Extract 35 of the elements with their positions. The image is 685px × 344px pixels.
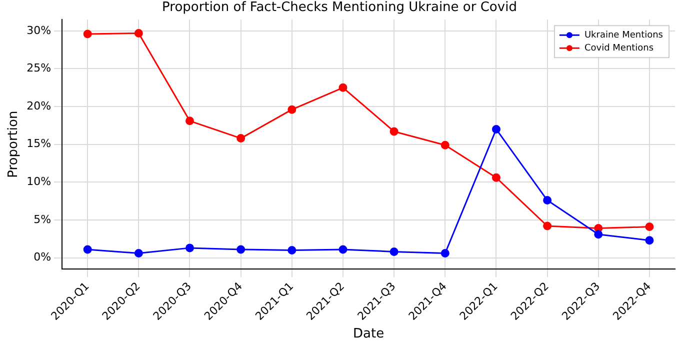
point <box>83 245 92 254</box>
point <box>134 28 143 38</box>
point <box>288 105 296 114</box>
point <box>236 245 246 254</box>
point <box>492 173 500 182</box>
y-tick-label: 30% <box>26 24 52 37</box>
point <box>440 248 450 258</box>
y-tick-label: 0% <box>34 250 52 264</box>
y-axis-title: Proportion <box>6 110 22 178</box>
point <box>645 222 654 232</box>
point <box>338 245 348 254</box>
point <box>543 222 552 230</box>
point <box>186 244 194 252</box>
y-tick-label: 10% <box>26 175 52 188</box>
point <box>288 246 296 254</box>
point <box>186 116 194 126</box>
point <box>390 247 398 256</box>
point <box>134 248 143 258</box>
point <box>645 236 654 245</box>
point <box>236 134 246 143</box>
point <box>492 124 500 134</box>
y-tick-label: 25% <box>26 62 52 75</box>
point <box>594 230 603 239</box>
y-tick-label: 15% <box>26 137 52 150</box>
chart-title: Proportion of Fact-Checks Mentioning Ukraine or Covid <box>162 0 517 16</box>
point <box>83 30 92 38</box>
y-tick-label: 5% <box>34 212 52 226</box>
legend-label: Ukraine Mentions <box>584 30 664 40</box>
point <box>390 127 398 136</box>
x-axis-title: Date <box>352 326 384 342</box>
point <box>543 196 552 205</box>
point <box>338 83 348 92</box>
legend-label: Covid Mentions <box>584 43 654 54</box>
y-tick-label: 20% <box>26 99 52 112</box>
point <box>440 140 450 150</box>
